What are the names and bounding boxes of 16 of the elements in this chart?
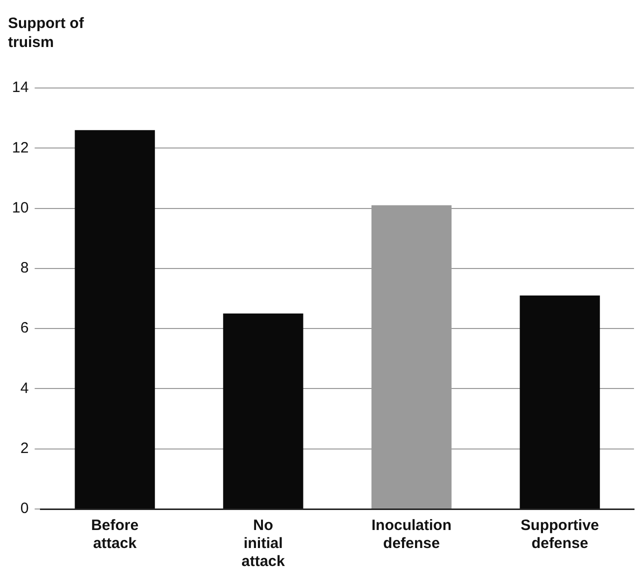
y-tick-label: 8: [20, 260, 29, 277]
y-axis-title: Support of truism: [8, 14, 85, 52]
bar: [74, 130, 155, 508]
bar: [520, 295, 600, 508]
y-tick-label: 12: [12, 139, 29, 156]
x-tick-label: Before attack: [91, 517, 139, 552]
y-tick-label: 6: [20, 320, 29, 337]
x-tick-label: Inoculation defense: [372, 517, 452, 552]
y-tick-label: 4: [20, 380, 29, 397]
y-tick-label: 14: [12, 79, 29, 96]
x-tick-label: No initial attack: [242, 517, 286, 570]
y-tick-label: 10: [12, 199, 29, 216]
x-tick-label: Supportive defense: [520, 517, 600, 552]
y-tick-label: 0: [20, 500, 29, 518]
y-tick-label: 2: [20, 440, 29, 457]
bar: [223, 314, 304, 508]
